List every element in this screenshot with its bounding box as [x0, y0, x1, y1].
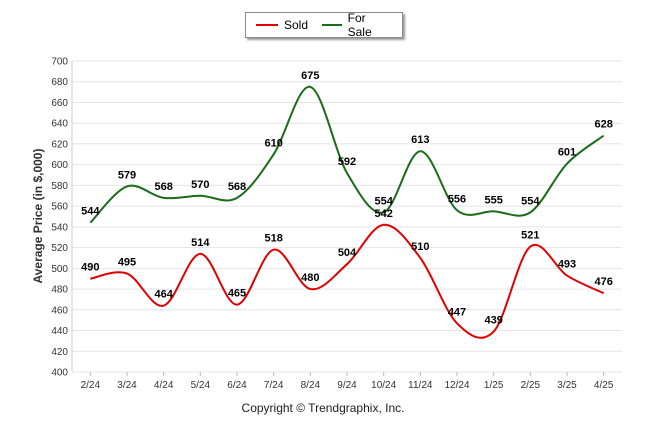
- data-label-sold: 495: [118, 257, 136, 269]
- legend-item-sold[interactable]: Sold: [256, 18, 308, 32]
- y-tick-label: 560: [51, 202, 68, 213]
- legend: Sold For Sale: [245, 11, 403, 39]
- data-label-sold: 490: [81, 262, 99, 274]
- legend-swatch-sold: [256, 24, 278, 26]
- data-label-for-sale: 675: [301, 70, 319, 82]
- x-tick-label: 10/24: [371, 380, 396, 391]
- y-tick-label: 480: [51, 285, 68, 296]
- y-tick-label: 460: [51, 305, 68, 316]
- data-label-for-sale: 570: [191, 179, 209, 191]
- y-tick-label: 580: [51, 181, 68, 192]
- y-axis-label: Average Price (in $,000): [31, 149, 45, 284]
- data-label-sold: 504: [338, 247, 357, 259]
- legend-item-for-sale[interactable]: For Sale: [322, 11, 388, 39]
- data-label-for-sale: 568: [154, 181, 172, 193]
- legend-swatch-for-sale: [322, 24, 342, 26]
- x-axis-ticks: 2/24 3/24 4/24 5/24 6/24 7/24 8/24 9/24 10/24 11/…: [81, 372, 614, 391]
- data-label-sold: 510: [411, 241, 429, 253]
- data-label-for-sale: 568: [228, 181, 246, 193]
- y-tick-label: 640: [51, 119, 68, 130]
- y-tick-label: 420: [51, 347, 68, 358]
- data-label-sold: 480: [301, 272, 319, 284]
- data-label-for-sale: 628: [594, 119, 612, 131]
- x-tick-label: 4/25: [594, 380, 614, 391]
- x-tick-label: 6/24: [227, 380, 247, 391]
- y-tick-label: 700: [51, 57, 68, 68]
- data-label-for-sale: 554: [521, 195, 540, 207]
- data-label-for-sale: 555: [484, 194, 502, 206]
- y-axis-ticks: 400 420 440 460 480 500 520 540 560 580 600 620 640 6…: [51, 57, 68, 379]
- y-tick-label: 680: [51, 77, 68, 88]
- x-tick-label: 1/25: [484, 380, 504, 391]
- data-label-sold: 465: [228, 288, 246, 300]
- data-label-sold: 447: [448, 306, 466, 318]
- y-tick-label: 540: [51, 222, 68, 233]
- x-tick-label: 3/25: [557, 380, 577, 391]
- data-label-for-sale: 613: [411, 134, 429, 146]
- y-tick-label: 440: [51, 326, 68, 337]
- y-tick-label: 600: [51, 160, 68, 171]
- y-tick-label: 660: [51, 98, 68, 109]
- series-lines: [89, 85, 605, 339]
- grid-lines: [71, 60, 622, 373]
- data-label-for-sale: 579: [118, 169, 136, 181]
- x-tick-label: 4/24: [154, 380, 174, 391]
- x-tick-label: 3/24: [117, 380, 137, 391]
- data-label-sold: 493: [558, 259, 576, 271]
- y-tick-label: 400: [51, 368, 68, 379]
- data-label-sold: 476: [594, 276, 612, 288]
- data-label-sold: 464: [154, 289, 173, 301]
- data-label-sold: 521: [521, 230, 539, 242]
- x-tick-label: 7/24: [264, 380, 284, 391]
- data-label-sold: 542: [374, 208, 392, 220]
- series-line-for-sale: [89, 85, 605, 224]
- y-tick-label: 620: [51, 139, 68, 150]
- data-label-for-sale: 610: [264, 137, 282, 149]
- data-label-for-sale: 556: [448, 193, 466, 205]
- y-tick-label: 500: [51, 264, 68, 275]
- data-label-sold: 518: [264, 233, 282, 245]
- copyright-text: Copyright © Trendgraphix, Inc.: [241, 401, 405, 415]
- x-tick-label: 2/24: [81, 380, 101, 391]
- x-tick-label: 2/25: [521, 380, 541, 391]
- data-label-for-sale: 544: [81, 206, 100, 218]
- x-tick-label: 11/24: [408, 380, 433, 391]
- data-label-sold: 439: [484, 315, 502, 327]
- legend-label-for-sale: For Sale: [347, 11, 372, 39]
- x-tick-label: 8/24: [301, 380, 321, 391]
- y-tick-label: 520: [51, 243, 68, 254]
- legend-label-sold: Sold: [284, 18, 309, 32]
- data-label-for-sale: 592: [338, 156, 356, 168]
- data-label-for-sale: 554: [374, 195, 393, 207]
- series-line-sold: [90, 223, 605, 339]
- x-tick-label: 5/24: [191, 380, 211, 391]
- data-label-for-sale: 601: [558, 147, 576, 159]
- x-tick-label: 12/24: [444, 380, 469, 391]
- data-label-sold: 514: [191, 237, 210, 249]
- x-tick-label: 9/24: [337, 380, 357, 391]
- data-labels: 490 495 464 514 465 518 480 504 542 510 447 439 521 4…: [81, 70, 613, 327]
